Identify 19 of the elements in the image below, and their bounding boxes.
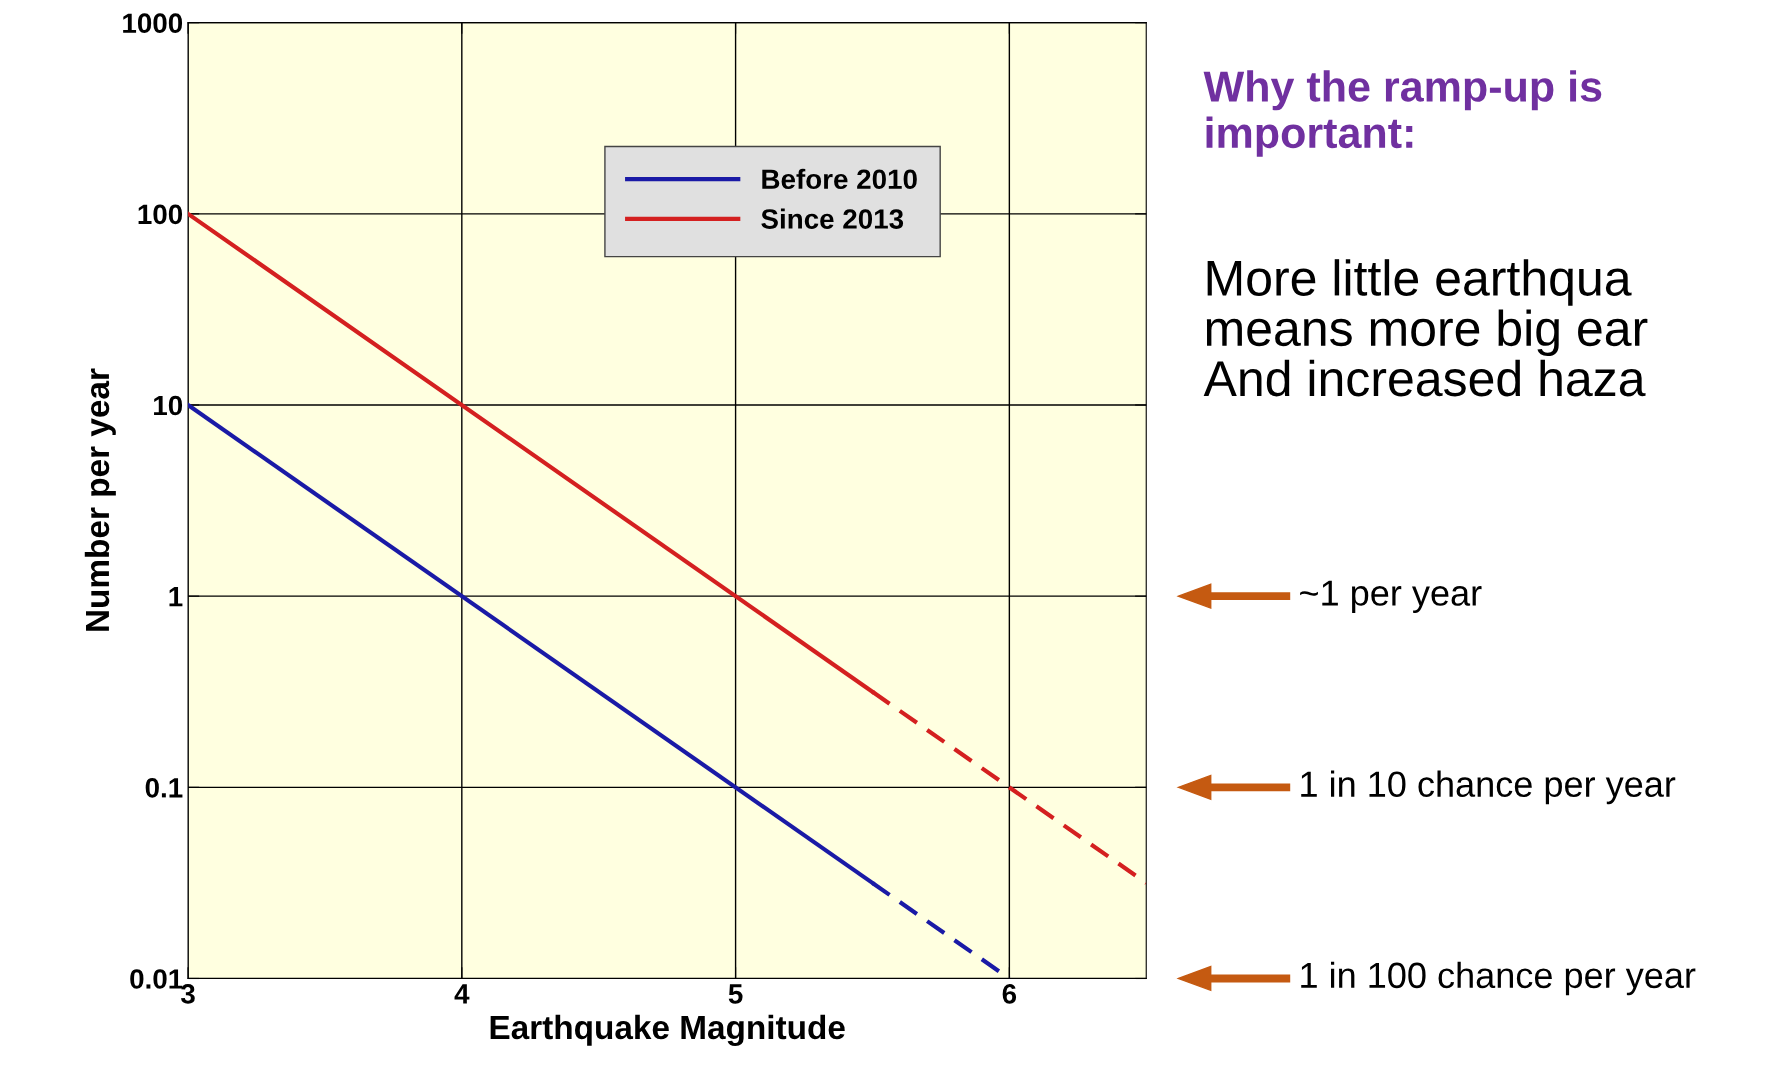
text: ~1 per year xyxy=(1300,580,1482,613)
legend-label: Before 2010 xyxy=(762,168,917,190)
y-tick-label: 0.1 xyxy=(145,777,183,798)
y-tick-label: 0.01 xyxy=(130,969,183,989)
x-tick-label: 6 xyxy=(1002,984,1017,1004)
text: 1 in 10 chance per year xyxy=(1301,770,1676,805)
x-tick-label: 5 xyxy=(728,984,743,1004)
x-tick-label: 3 xyxy=(180,984,195,1004)
y-tick-label: 1000 xyxy=(123,13,183,34)
x-tick-label: 4 xyxy=(454,984,470,1004)
y-tick-label: 100 xyxy=(138,204,183,225)
y-tick-label: 1 xyxy=(169,587,183,607)
y-axis-title: Number per year xyxy=(84,368,116,631)
text: More little earthqua means more big ear And increased haza xyxy=(1203,259,1648,397)
text: 1 in 100 chance per year xyxy=(1301,961,1696,996)
y-tick-label: 10 xyxy=(154,395,183,416)
legend-label: Since 2013 xyxy=(761,208,904,229)
text: Why the ramp-up is important: xyxy=(1203,70,1602,157)
x-axis-title: Earthquake Magnitude xyxy=(490,1014,845,1047)
